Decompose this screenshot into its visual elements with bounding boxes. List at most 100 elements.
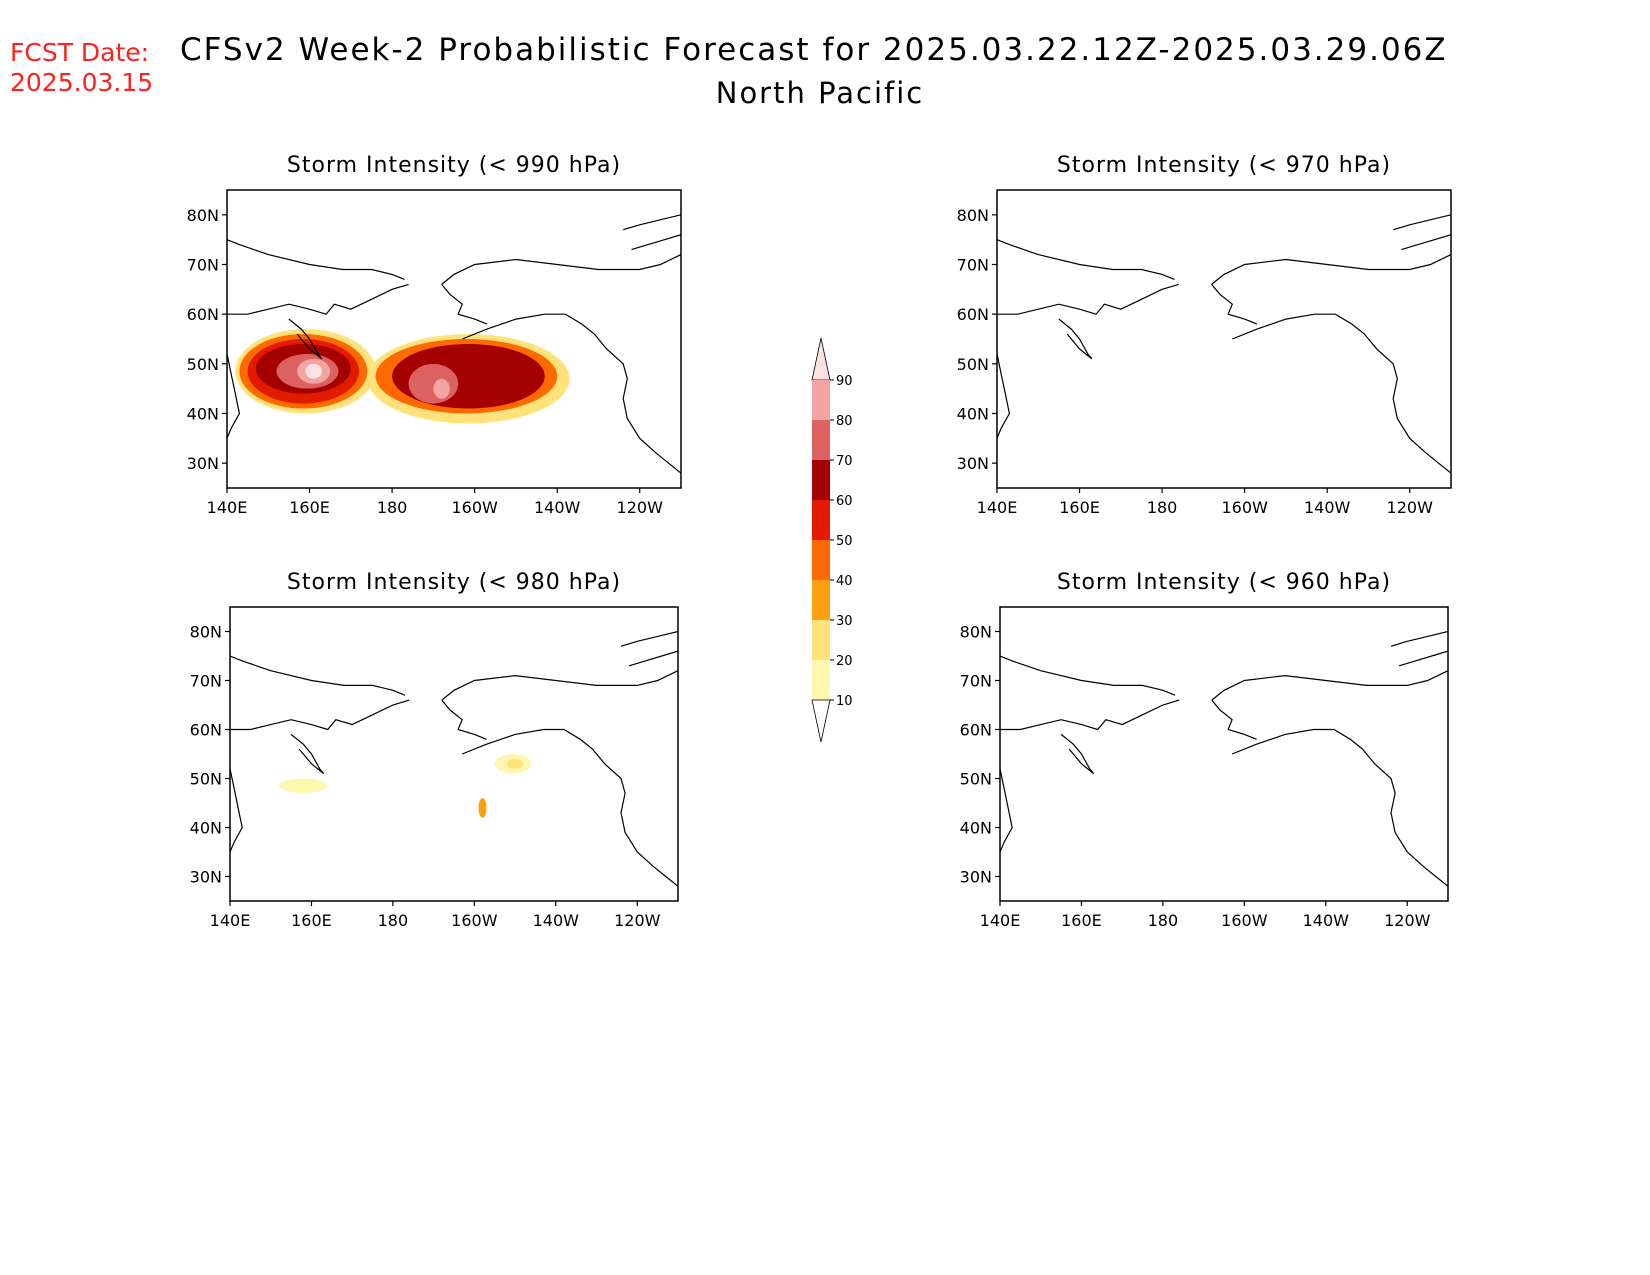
coastlines xyxy=(1000,630,1448,887)
coastline xyxy=(1211,254,1451,285)
coastline xyxy=(1398,650,1448,667)
region-name: North Pacific xyxy=(715,76,925,110)
coastline xyxy=(628,650,678,667)
coastline xyxy=(227,353,241,439)
colorbar-bottom-extension xyxy=(811,699,831,743)
lon-tick-label: 120W xyxy=(614,911,661,930)
colorbar-label: 90 xyxy=(836,374,853,389)
map-frame xyxy=(996,189,1452,489)
colorbar-segment xyxy=(812,460,830,500)
coastline xyxy=(997,239,1175,280)
map-frame xyxy=(226,189,682,489)
probability-region xyxy=(433,378,450,399)
lat-tick-label: 70N xyxy=(187,256,219,275)
coastline xyxy=(1060,733,1095,775)
colorbar-label: 10 xyxy=(836,694,853,709)
lon-tick-label: 120W xyxy=(1387,498,1434,517)
lat-tick-label: 30N xyxy=(957,454,989,473)
lon-tick-label: 140W xyxy=(1303,911,1350,930)
coastline xyxy=(462,313,681,474)
lat-tick-label: 80N xyxy=(957,206,989,225)
coastline xyxy=(441,254,681,285)
coastline xyxy=(620,630,678,647)
lon-tick-label: 140W xyxy=(534,498,581,517)
lon-tick-label: 160W xyxy=(451,911,498,930)
colorbar-segment xyxy=(812,380,830,420)
colorbar-top-extension xyxy=(811,337,831,381)
panel-title: Storm Intensity (< 970 hPa) xyxy=(1057,153,1391,178)
coastline xyxy=(1000,699,1180,731)
lat-tick-label: 50N xyxy=(960,770,992,789)
coastline xyxy=(441,670,678,701)
lat-tick-label: 70N xyxy=(190,672,222,691)
lon-tick-label: 160W xyxy=(1221,498,1268,517)
lon-tick-label: 140E xyxy=(977,498,1018,517)
probability-region xyxy=(506,758,524,769)
coastline xyxy=(441,699,487,740)
fcst-date-text: 2025.03.15 xyxy=(10,68,154,97)
panel-title: Storm Intensity (< 980 hPa) xyxy=(287,570,621,595)
lon-tick-label: 120W xyxy=(617,498,664,517)
lon-tick-label: 180 xyxy=(378,911,409,930)
lon-tick-label: 160E xyxy=(1061,911,1102,930)
lat-tick-label: 30N xyxy=(960,868,992,887)
lon-tick-label: 160W xyxy=(1221,911,1268,930)
coastline xyxy=(631,234,681,251)
colorbar-label: 30 xyxy=(836,614,853,629)
colorbar-label: 20 xyxy=(836,654,853,669)
lat-tick-label: 60N xyxy=(960,721,992,740)
lat-tick-label: 50N xyxy=(957,355,989,374)
map-panel-p990: Storm Intensity (< 990 hPa) 80N 70N 60N 50N 4… xyxy=(187,153,682,517)
coastline xyxy=(1000,655,1176,696)
lat-tick-label: 60N xyxy=(190,721,222,740)
coastline xyxy=(288,318,323,360)
lon-tick-label: 140E xyxy=(207,498,248,517)
coastline xyxy=(227,239,405,280)
forecast-date-label: FCST Date: 2025.03.15 xyxy=(10,38,153,98)
colorbar-label: 70 xyxy=(836,454,853,469)
coastlines xyxy=(230,630,678,887)
coastline xyxy=(1211,699,1257,740)
lon-tick-label: 180 xyxy=(1148,911,1179,930)
lat-tick-label: 80N xyxy=(960,623,992,642)
colorbar-segment xyxy=(812,620,830,660)
map-panel-p980: Storm Intensity (< 980 hPa) 80N 70N 60N 50N 4… xyxy=(190,570,679,930)
lat-tick-label: 70N xyxy=(960,672,992,691)
probability-region xyxy=(305,363,322,379)
coastline xyxy=(1211,670,1448,701)
colorbar-label: 60 xyxy=(836,494,853,509)
lat-tick-label: 40N xyxy=(187,405,219,424)
coastline xyxy=(230,768,243,853)
coastline xyxy=(230,699,410,731)
coastline xyxy=(997,353,1011,439)
probability-shading xyxy=(278,754,532,818)
map-frame xyxy=(999,606,1449,902)
lon-tick-label: 140W xyxy=(533,911,580,930)
lat-tick-label: 80N xyxy=(190,623,222,642)
coastline xyxy=(1390,630,1448,647)
coastlines xyxy=(997,214,1451,474)
lat-tick-label: 80N xyxy=(187,206,219,225)
figure-title: CFSv2 Week-2 Probabilistic Forecast for … xyxy=(180,32,1448,68)
coastline xyxy=(1231,728,1448,887)
colorbar-label: 50 xyxy=(836,534,853,549)
panel-title: Storm Intensity (< 990 hPa) xyxy=(287,153,621,178)
coastline xyxy=(1393,214,1451,231)
coastline xyxy=(1232,313,1451,474)
lon-tick-label: 140E xyxy=(210,911,251,930)
lon-tick-label: 120W xyxy=(1384,911,1431,930)
fcst-label-text: FCST Date: xyxy=(10,38,150,67)
coastlines xyxy=(227,214,681,474)
colorbar-label: 80 xyxy=(836,414,853,429)
coastline xyxy=(623,214,681,231)
lat-tick-label: 70N xyxy=(957,256,989,275)
colorbar-segment xyxy=(812,580,830,620)
coastline xyxy=(1058,318,1093,360)
colorbar-segment xyxy=(812,500,830,540)
map-frame xyxy=(229,606,679,902)
probability-region xyxy=(478,798,487,818)
map-panel-p970: Storm Intensity (< 970 hPa) 80N 70N 60N 50N 4… xyxy=(957,153,1452,517)
lat-tick-label: 40N xyxy=(960,819,992,838)
lon-tick-label: 160E xyxy=(291,911,332,930)
coastline xyxy=(1401,234,1451,251)
